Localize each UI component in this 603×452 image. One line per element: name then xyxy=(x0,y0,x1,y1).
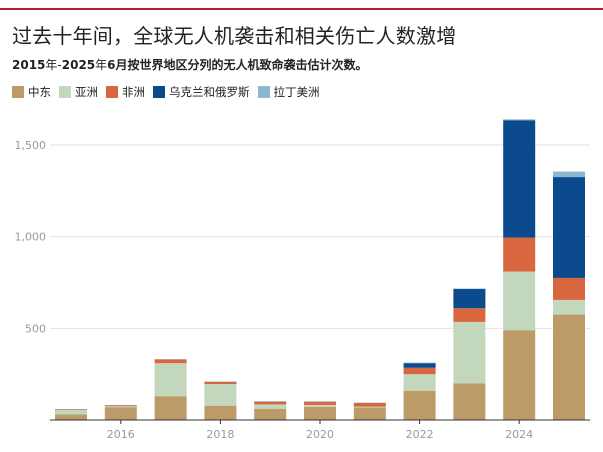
bar-segment-latin_america-2019 xyxy=(254,401,287,402)
bar-segment-middle_east-2015 xyxy=(55,414,87,420)
legend-label-latin-america: 拉丁美洲 xyxy=(273,85,320,99)
bar-segment-asia-2018 xyxy=(204,384,237,406)
bar-segment-latin_america-2021 xyxy=(353,402,386,404)
x-tick-label: 2024 xyxy=(505,428,533,441)
legend-label-ukraine-russia: 乌克兰和俄罗斯 xyxy=(169,85,250,99)
legend-item-latin-america: 拉丁美洲 xyxy=(257,84,320,100)
x-tick-label: 2016 xyxy=(107,428,135,441)
legend-swatch-latin-america xyxy=(257,86,270,98)
bar-segment-africa-2017 xyxy=(154,359,187,364)
y-axis-ticks: 500 1,000 1,500 xyxy=(15,139,47,335)
bar-segment-asia-2023 xyxy=(453,321,486,384)
bar-segment-asia-2025 xyxy=(553,299,585,315)
bar-segment-latin_america-2022 xyxy=(403,362,436,364)
bar-segment-latin_america-2015 xyxy=(55,409,87,410)
bar-segment-middle_east-2023 xyxy=(453,383,486,420)
bar-segment-africa-2021 xyxy=(353,402,386,407)
bar-segment-ukraine_russia-2023 xyxy=(453,288,486,309)
bar-segment-asia-2017 xyxy=(154,363,187,397)
legend-item-middle-east: 中东 xyxy=(12,84,51,100)
legend-label-africa: 非洲 xyxy=(122,85,145,99)
bar-segment-latin_america-2016 xyxy=(104,404,137,406)
subtitle-month: 6 xyxy=(107,58,116,72)
bar-segment-middle_east-2017 xyxy=(154,396,187,420)
bar-segment-asia-2021 xyxy=(353,406,386,408)
bar-segment-asia-2015 xyxy=(55,409,87,415)
bar-segment-middle_east-2025 xyxy=(553,314,585,420)
bar-segment-middle_east-2021 xyxy=(353,407,386,420)
bar-segment-latin_america-2018 xyxy=(204,381,237,382)
legend-swatch-ukraine-russia xyxy=(153,86,165,98)
bar-segment-middle_east-2020 xyxy=(304,406,336,420)
legend-item-ukraine-russia: 乌克兰和俄罗斯 xyxy=(153,84,250,100)
legend-item-africa: 非洲 xyxy=(106,84,145,100)
y-tick-label: 1,500 xyxy=(15,139,47,152)
legend-swatch-africa xyxy=(106,86,118,98)
bar-segment-africa-2018 xyxy=(204,381,237,385)
bar-segment-asia-2022 xyxy=(403,374,436,391)
subtitle-part-4: 年 xyxy=(95,58,108,72)
legend-label-middle-east: 中东 xyxy=(28,85,51,99)
x-tick-label: 2020 xyxy=(306,428,334,441)
bar-segment-africa-2023 xyxy=(453,308,486,322)
bar-segment-middle_east-2016 xyxy=(104,407,137,420)
bar-segment-ukraine_russia-2025 xyxy=(553,177,585,278)
bar-segment-asia-2020 xyxy=(304,404,336,407)
chart-title: 过去十年间，全球无人机袭击和相关伤亡人数激增 xyxy=(12,24,457,48)
x-tick-label: 2022 xyxy=(406,428,434,441)
x-axis-ticks: 2016 2018 2020 2022 2024 xyxy=(107,420,533,441)
bar-segment-africa-2022 xyxy=(403,367,436,375)
bar-segment-africa-2015 xyxy=(55,409,87,410)
y-tick-label: 500 xyxy=(25,322,46,335)
bar-segment-africa-2020 xyxy=(304,401,336,405)
bar-segment-africa-2025 xyxy=(553,277,585,300)
bar-segment-asia-2016 xyxy=(104,406,137,408)
chart-subtitle: 2015年-2025年6月按世界地区分列的无人机致命袭击估计次数。 xyxy=(12,56,368,73)
legend: 中东 亚洲 非洲 乌克兰和俄罗斯 拉丁美洲 xyxy=(12,84,328,100)
bar-segment-ukraine_russia-2024 xyxy=(503,120,536,238)
bar-segment-asia-2024 xyxy=(503,271,536,331)
subtitle-part-6: 月按世界地区分列的无人机致命袭击估计次数。 xyxy=(115,58,368,72)
bar-segment-latin_america-2025 xyxy=(553,171,585,178)
bar-segment-africa-2024 xyxy=(503,237,536,272)
bar-segment-asia-2019 xyxy=(254,404,287,409)
subtitle-year-start: 2015 xyxy=(12,58,46,72)
x-tick-label: 2018 xyxy=(206,428,234,441)
bar-segment-latin_america-2023 xyxy=(453,288,486,290)
legend-swatch-asia xyxy=(59,86,71,98)
bar-segment-latin_america-2024 xyxy=(503,119,536,121)
bar-segment-africa-2016 xyxy=(104,405,137,407)
bar-segment-africa-2019 xyxy=(254,401,287,405)
subtitle-part-2: 年- xyxy=(45,58,62,72)
legend-swatch-middle-east xyxy=(12,86,24,98)
bar-segment-latin_america-2017 xyxy=(154,359,187,360)
bar-segment-latin_america-2020 xyxy=(304,401,336,402)
bar-segment-ukraine_russia-2022 xyxy=(403,363,436,368)
bars xyxy=(55,119,585,420)
bar-segment-middle_east-2022 xyxy=(403,390,436,420)
top-accent-rule xyxy=(0,8,603,10)
legend-label-asia: 亚洲 xyxy=(75,85,98,99)
y-tick-label: 1,000 xyxy=(15,231,47,244)
subtitle-year-end: 2025 xyxy=(61,58,96,72)
gridlines xyxy=(50,144,590,329)
bar-segment-middle_east-2018 xyxy=(204,405,237,420)
bar-segment-middle_east-2024 xyxy=(503,330,536,420)
bar-segment-middle_east-2019 xyxy=(254,409,287,420)
legend-item-asia: 亚洲 xyxy=(59,84,98,100)
